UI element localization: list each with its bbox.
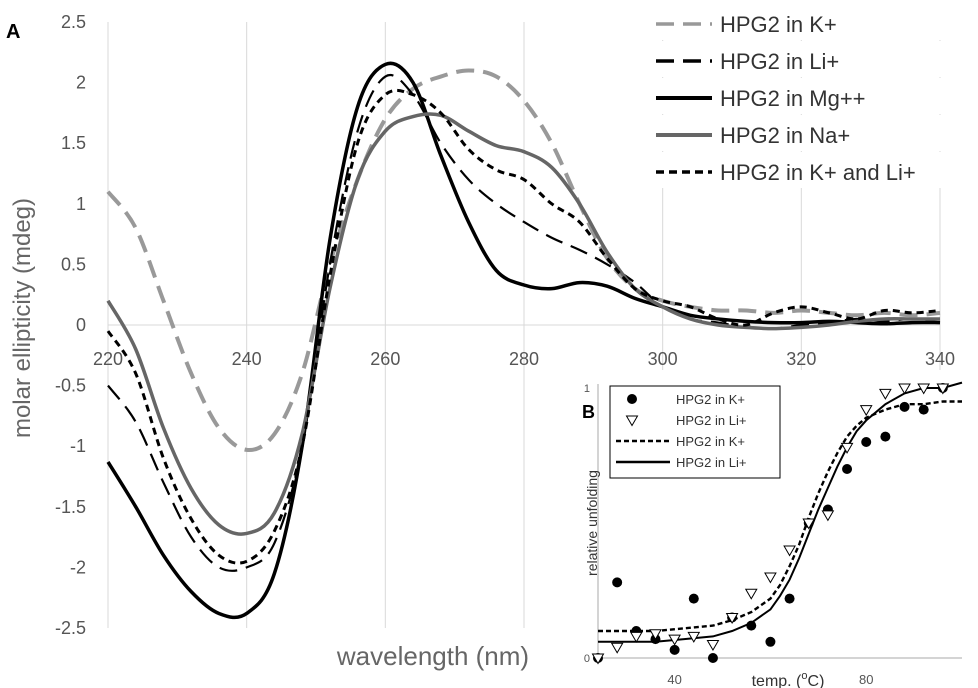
panel-a-legend-bg — [640, 4, 976, 40]
panel-a-legend-entry: HPG2 in K+ and Li+ — [720, 160, 916, 185]
panel-b-point-li — [917, 383, 931, 395]
panel-b-x-axis-label-sup: o — [801, 670, 807, 682]
panel-a-y-tick-label: 2 — [76, 73, 86, 93]
panel-b-fit-line-3 — [598, 400, 962, 633]
panel-a-legend-bg — [640, 152, 976, 188]
panel-b-label: B — [582, 402, 595, 422]
panel-b-point-li — [706, 640, 720, 651]
panel-b-point-k — [842, 464, 853, 474]
panel-a-x-tick-label: 340 — [925, 349, 955, 369]
panel-b-point-k — [765, 636, 776, 647]
panel-a-x-tick-label: 280 — [509, 349, 539, 369]
panel-b-legend-entry: HPG2 in K+ — [676, 434, 745, 449]
panel-a-y-tick-label: -2.5 — [55, 618, 86, 638]
panel-b-point-li — [764, 572, 777, 584]
panel-a-label: A — [6, 21, 20, 43]
panel-b-point-li — [783, 545, 796, 557]
panel-a-y-tick-label: 1.5 — [61, 133, 86, 153]
panel-b-point-k — [669, 644, 680, 655]
panel-b-point-k — [784, 593, 795, 604]
panel-a-y-tick-label: -1 — [70, 436, 86, 456]
panel-b-point-li — [725, 613, 739, 624]
panel-a-y-tick-label: -0.5 — [55, 376, 86, 396]
panel-a-y-tick-label: -2 — [70, 557, 86, 577]
panel-b-legend-swatch — [625, 415, 639, 427]
panel-b-y-tick-label: 1 — [584, 383, 590, 395]
panel-b-y-tick-label: 0 — [584, 653, 590, 665]
panel-b-point-li — [668, 634, 681, 646]
panel-a-chart: A -2.5 -2 -1.5 -1 -0.5 0 0.5 1 1.5 2 2.5 220 240 260… — [6, 4, 976, 671]
panel-b-legend-entry: HPG2 in Li+ — [676, 455, 746, 470]
panel-b-point-li — [879, 388, 892, 400]
panel-b-point-li — [821, 510, 835, 522]
panel-a-x-tick-label: 220 — [93, 349, 123, 369]
panel-a-series-line-1 — [106, 68, 941, 452]
panel-b-point-li — [649, 629, 662, 641]
panel-b-point-li — [629, 631, 643, 643]
panel-a-y-tick-label: 0 — [76, 315, 86, 335]
panel-b-point-k — [688, 593, 699, 604]
panel-a-y-ticks: -2.5 -2 -1.5 -1 -0.5 0 0.5 1 1.5 2 2.5 — [55, 12, 86, 638]
panel-b-point-li — [591, 653, 605, 665]
panel-b-legend-entry: HPG2 in Li+ — [676, 413, 746, 428]
panel-b-point-li — [610, 642, 624, 654]
panel-a-legend-entry: HPG2 in Li+ — [720, 49, 839, 74]
panel-a-legend: HPG2 in K+ HPG2 in Li+ HPG2 in Mg++ HPG2 in… — [640, 4, 976, 188]
panel-b-point-li — [744, 588, 758, 600]
panel-b-legend-entry: HPG2 in K+ — [676, 392, 745, 407]
panel-a-series — [106, 61, 941, 620]
panel-a-series-line-3 — [106, 61, 941, 620]
panel-a-x-ticks: 220 240 260 280 300 320 340 — [93, 349, 955, 369]
panel-b-ticks: 0 1 40 80 — [584, 383, 874, 687]
panel-b-point-li — [687, 631, 701, 643]
panel-a-x-tick-label: 240 — [232, 349, 262, 369]
panel-a-legend-bg — [640, 41, 976, 77]
panel-b-point-k — [612, 577, 623, 588]
panel-b-fit-line-4 — [598, 381, 963, 643]
panel-a-x-tick-label: 320 — [786, 349, 816, 369]
panel-b-point-li — [898, 383, 911, 395]
panel-b-x-axis-label: temp. (oC) — [752, 670, 825, 688]
panel-b-point-li — [936, 383, 950, 395]
panel-a-y-tick-label: -1.5 — [55, 497, 86, 517]
panel-a-series-line-5 — [106, 88, 941, 565]
panel-b-point-li — [859, 405, 873, 417]
panel-a-y-tick-label: 1 — [76, 194, 86, 214]
panel-a-x-tick-label: 260 — [370, 349, 400, 369]
panel-b-y-axis-label: relative unfolding — [584, 470, 600, 576]
panel-b-point-k — [746, 620, 757, 631]
panel-b-point-k — [880, 431, 891, 442]
panel-a-legend-entry: HPG2 in Mg++ — [720, 86, 866, 111]
panel-b-legend-swatch — [627, 394, 637, 404]
panel-a-x-axis-label: wavelength (nm) — [336, 641, 529, 671]
panel-a-x-tick-label: 300 — [648, 349, 678, 369]
panel-b-point-k — [918, 404, 929, 415]
panel-b-series — [591, 381, 963, 665]
panel-b-axes — [597, 384, 962, 659]
panel-b-x-tick-label: 80 — [859, 672, 873, 687]
panel-b-x-axis-label-pre: temp. ( — [752, 673, 802, 688]
panel-b-chart: B 0 1 40 80 relative unfolding temp. (oC) H… — [574, 370, 978, 688]
panel-b-x-tick-label: 40 — [667, 672, 681, 687]
panel-b-point-li — [840, 442, 854, 454]
panel-a-legend-entry: HPG2 in Na+ — [720, 123, 850, 148]
panel-a-y-tick-label: 2.5 — [61, 12, 86, 32]
panel-b-point-k — [899, 401, 910, 412]
panel-b-point-k — [707, 653, 718, 663]
panel-b-x-axis-label-post: C) — [808, 673, 825, 688]
panel-b-point-li — [802, 518, 816, 530]
panel-b-legend: HPG2 in K+ HPG2 in Li+ HPG2 in K+ HPG2 in L… — [609, 385, 781, 479]
panel-a-series-line-4 — [106, 112, 940, 536]
panel-b-point-k — [861, 437, 872, 447]
panel-a-y-tick-label: 0.5 — [61, 254, 86, 274]
panel-a-legend-entry: HPG2 in K+ — [720, 12, 837, 37]
panel-a-y-axis-label: molar ellipticity (mdeg) — [9, 198, 36, 438]
panel-a-series-line-2 — [107, 74, 941, 572]
